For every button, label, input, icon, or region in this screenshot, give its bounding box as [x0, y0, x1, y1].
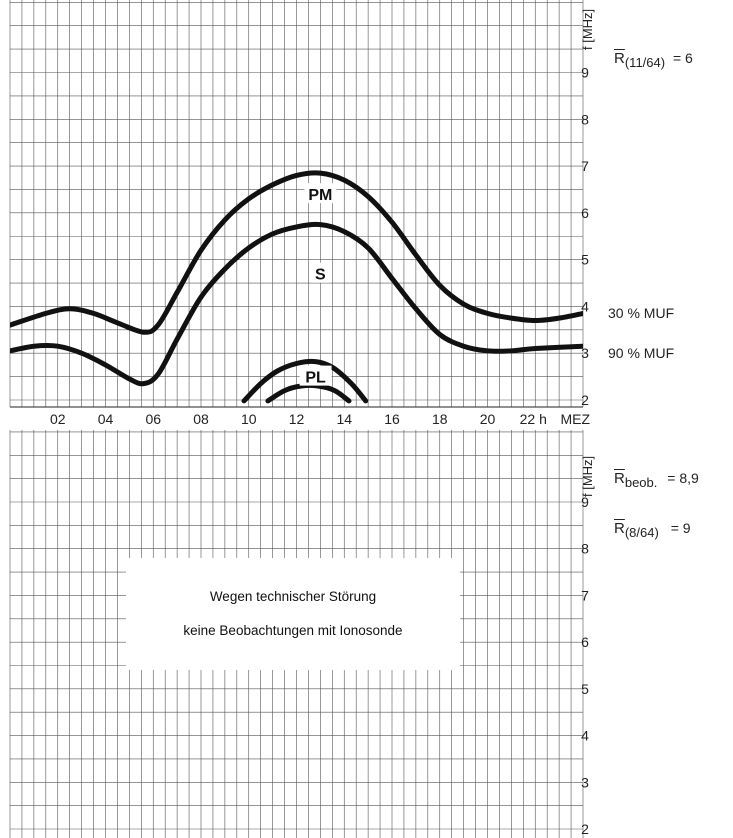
x-tick-label: 14 — [336, 411, 352, 427]
r-smoothed-bottom-subscript: (8/64) — [624, 524, 659, 540]
curve-label-pl: PL — [305, 370, 326, 387]
curve-label-pm: PM — [308, 187, 332, 204]
r-smoothed-annotation: R(11/64) = 6 — [614, 50, 693, 70]
r-subscript: (11/64) — [624, 54, 666, 70]
disturbance-notice: Wegen technischer Störung keine Beobacht… — [126, 558, 460, 670]
r-value: = 6 — [672, 50, 693, 66]
curve-label-bg — [299, 365, 332, 386]
muf-30-label: 30 % MUF — [608, 305, 675, 321]
top-grid — [9, 0, 584, 408]
y-tick-label: 5 — [581, 681, 589, 697]
r-observed-subscript: beob. — [624, 474, 658, 490]
y-tick-label: 3 — [581, 345, 589, 361]
curve-label-bg — [304, 183, 337, 204]
y-tick-label: 9 — [581, 494, 589, 510]
r-symbol: R — [614, 50, 625, 67]
series-line-s — [10, 221, 583, 387]
x-tick-label: 02 — [50, 411, 66, 427]
x-tick-label: 10 — [241, 411, 257, 427]
top-ionogram-chart: 02 04 06 08 10 12 14 16 18 20 22 h MEZ 2 3 4 5 6 7 8 9 f [MH… — [9, 0, 595, 427]
y-tick-label: 2 — [581, 392, 589, 408]
x-tick-label: 04 — [98, 411, 114, 427]
curve-label-s: S — [315, 267, 326, 284]
r-smoothed-bottom-symbol: R — [614, 520, 625, 537]
y-tick-label: 6 — [581, 205, 589, 221]
y-axis-label: f [MHz] — [580, 9, 595, 50]
x-tick-label: 06 — [145, 411, 161, 427]
y-tick-label: 3 — [581, 774, 589, 790]
y-tick-label: 8 — [581, 541, 589, 557]
y-tick-label: 6 — [581, 634, 589, 650]
series-line-pm — [10, 170, 583, 335]
x-tick-label: 18 — [432, 411, 448, 427]
x-tick-label: 20 — [480, 411, 496, 427]
notice-line-2: keine Beobachtungen mit Ionosonde — [183, 623, 403, 638]
y-tick-label: 7 — [581, 158, 589, 174]
y-tick-label: 5 — [581, 252, 589, 268]
x-tick-label: 22 h — [520, 411, 547, 427]
r-smoothed-bottom-value: = 9 — [670, 520, 691, 536]
x-tick-label: 12 — [289, 411, 305, 427]
y-axis-label: f [MHz] — [580, 456, 595, 497]
r-observed-annotation: Rbeob. = 8,9 — [614, 470, 699, 490]
x-tick-label: 16 — [384, 411, 400, 427]
y-tick-label: 4 — [581, 728, 589, 744]
x-unit-label: MEZ — [560, 411, 590, 427]
y-tick-label: 9 — [581, 65, 589, 81]
curve-label-bg — [310, 262, 331, 283]
y-tick-label: 7 — [581, 587, 589, 603]
x-tick-label: 08 — [193, 411, 209, 427]
muf-90-label: 90 % MUF — [608, 345, 675, 361]
r-observed-value: = 8,9 — [667, 470, 699, 486]
y-tick-label: 8 — [581, 111, 589, 127]
series-line-pl — [241, 358, 369, 404]
notice-line-1: Wegen technischer Störung — [209, 588, 377, 604]
r-smoothed-bottom-annotation: R(8/64) = 9 — [614, 520, 691, 540]
r-observed-symbol: R — [614, 470, 625, 487]
y-tick-label: 2 — [581, 821, 589, 837]
curves — [10, 170, 583, 404]
y-tick-label: 4 — [581, 298, 589, 314]
